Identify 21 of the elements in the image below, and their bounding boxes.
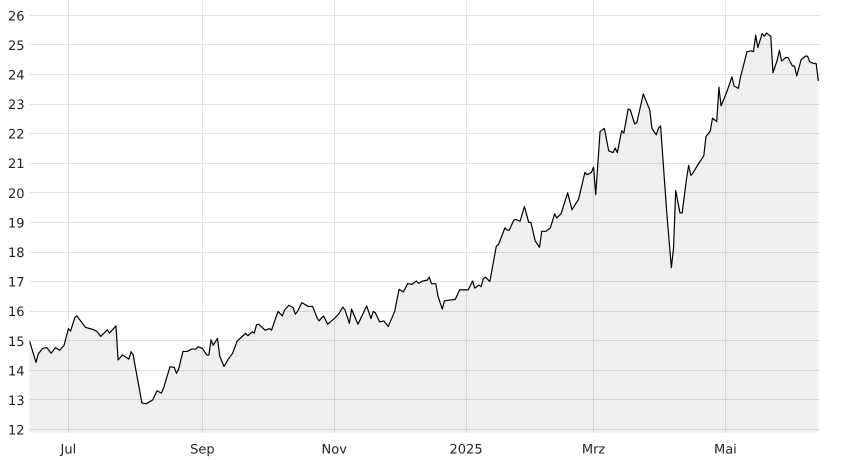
y-tick-label: 24 [8,68,25,84]
x-tick-label: Mrz [582,442,606,458]
x-tick-label: Sep [190,442,215,458]
y-tick-label: 16 [8,305,25,320]
y-tick-label: 22 [8,128,25,143]
x-tick-label: Jul [60,442,76,458]
y-tick-label: 26 [8,9,25,24]
y-tick-label: 23 [8,98,25,114]
y-tick-label: 25 [8,38,25,54]
y-tick-label: 13 [8,394,25,409]
y-tick-label: 12 [8,424,25,439]
y-tick-label: 17 [8,276,25,291]
y-tick-label: 21 [8,157,25,172]
y-tick-label: 19 [8,216,25,232]
y-tick-label: 18 [8,246,25,262]
y-tick-label: 15 [8,334,25,350]
y-tick-label: 20 [8,186,25,202]
x-tick-label: Nov [322,442,348,458]
y-tick-label: 14 [8,364,25,380]
x-tick-label: 2025 [450,442,483,458]
x-tick-label: Mai [714,442,737,458]
